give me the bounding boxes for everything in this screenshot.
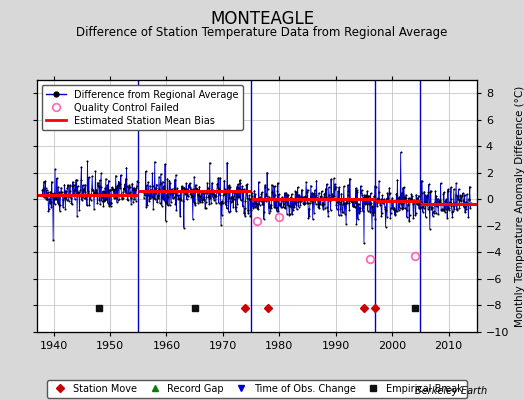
Text: MONTEAGLE: MONTEAGLE [210,10,314,28]
Legend: Station Move, Record Gap, Time of Obs. Change, Empirical Break: Station Move, Record Gap, Time of Obs. C… [47,380,467,398]
Text: Berkeley Earth: Berkeley Earth [415,386,487,396]
Text: Difference of Station Temperature Data from Regional Average: Difference of Station Temperature Data f… [77,26,447,39]
Y-axis label: Monthly Temperature Anomaly Difference (°C): Monthly Temperature Anomaly Difference (… [515,85,524,327]
